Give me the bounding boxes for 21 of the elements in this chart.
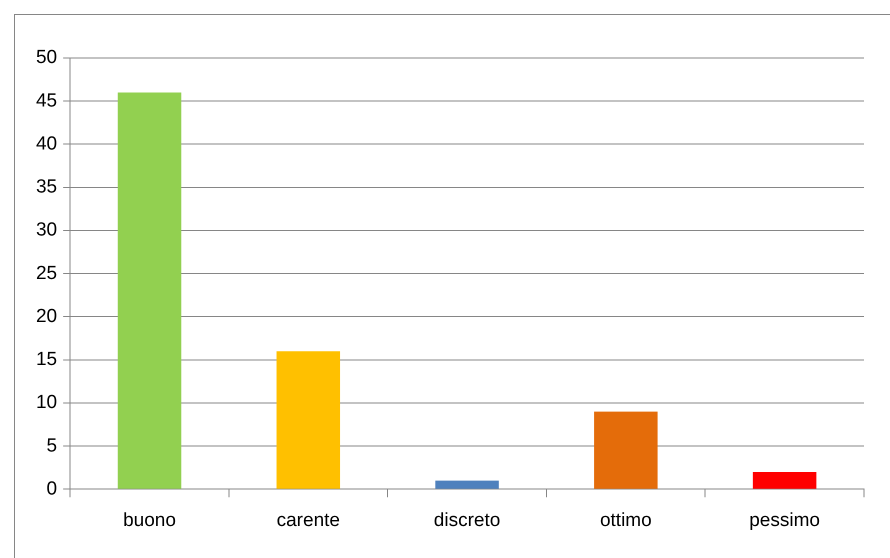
y-tick-label: 45: [36, 90, 58, 112]
y-tick-label: 40: [36, 133, 58, 154]
bar: [752, 472, 816, 489]
y-tick-label: 30: [36, 220, 58, 241]
y-tick-label: 25: [36, 262, 58, 284]
y-tick-label: 15: [36, 349, 58, 370]
y-tick-label: 10: [36, 392, 58, 414]
y-tick-label: 20: [36, 306, 58, 327]
bar: [435, 480, 499, 489]
x-tick-label: discreto: [434, 510, 500, 531]
bar: [594, 412, 658, 489]
x-tick-label: pessimo: [749, 510, 820, 531]
x-tick-label: buono: [123, 510, 176, 531]
bar: [276, 351, 340, 489]
x-tick-label: ottimo: [600, 510, 652, 531]
y-tick-label: 5: [46, 435, 58, 456]
y-tick-label: 50: [36, 47, 58, 68]
x-tick-label: carente: [276, 510, 340, 531]
bar: [118, 92, 182, 489]
y-tick-label: 35: [36, 176, 58, 198]
y-tick-label: 0: [46, 478, 58, 500]
